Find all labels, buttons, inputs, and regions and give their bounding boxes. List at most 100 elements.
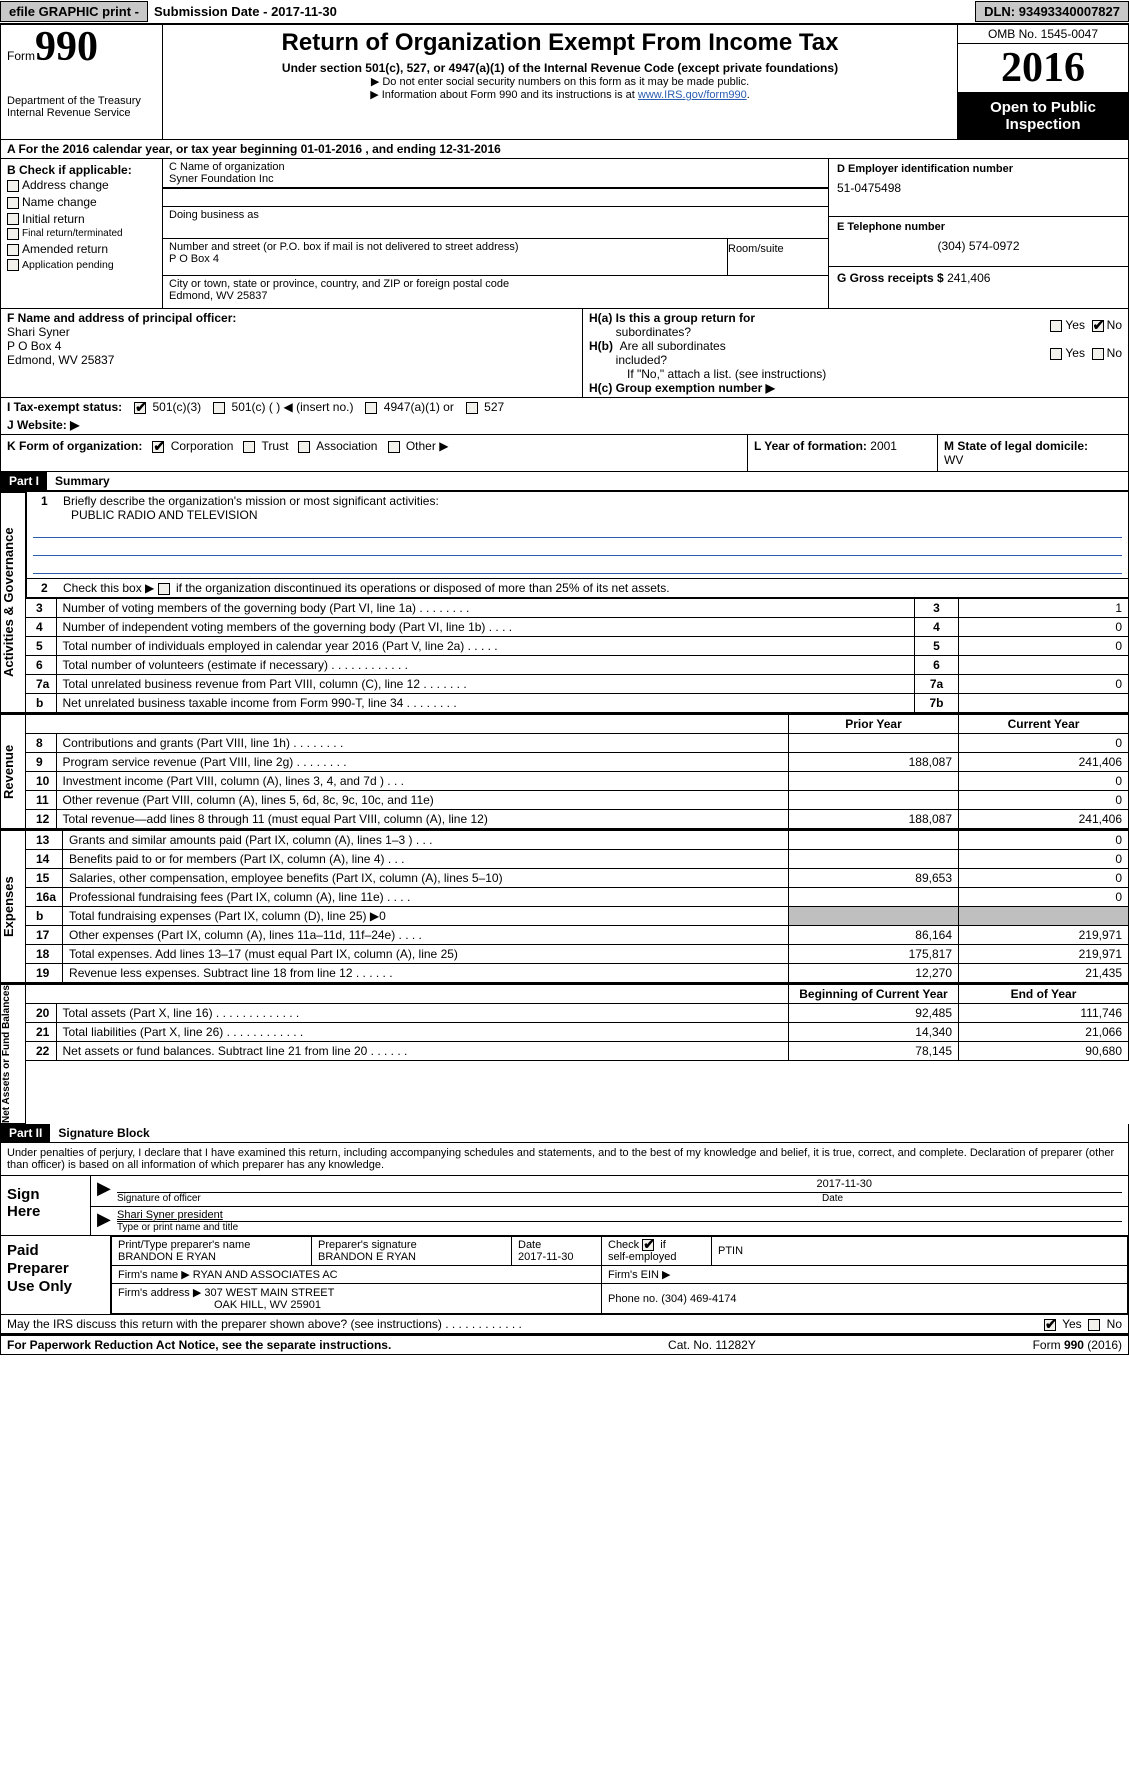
side-label-governance: Activities & Governance (0, 492, 26, 713)
table-row: bTotal fundraising expenses (Part IX, co… (26, 907, 1129, 926)
telephone: (304) 574-0972 (837, 233, 1120, 253)
ein: 51-0475498 (837, 175, 1120, 195)
form-title: Return of Organization Exempt From Incom… (173, 29, 947, 57)
side-label-expenses: Expenses (0, 830, 26, 983)
form-header: Form990 Department of the Treasury Inter… (0, 24, 1129, 140)
col-d-right: D Employer identification number 51-0475… (828, 159, 1128, 308)
typed-name: Shari Syner president (117, 1209, 1122, 1221)
section-h: H(a) Is this a group return for subordin… (583, 309, 1128, 397)
sig-officer-label: Signature of officer (117, 1193, 822, 1204)
cb-address-change[interactable]: Address change (7, 177, 156, 194)
sign-here-label: SignHere (1, 1176, 91, 1235)
col-c-org-info: C Name of organization Syner Foundation … (163, 159, 828, 308)
form-label: Form (7, 49, 35, 63)
table-row: 15Salaries, other compensation, employee… (26, 869, 1129, 888)
efile-print-button[interactable]: efile GRAPHIC print - (0, 1, 148, 22)
table-row: bNet unrelated business taxable income f… (26, 694, 1129, 713)
ein-label: D Employer identification number (837, 163, 1120, 175)
table-row: 7aTotal unrelated business revenue from … (26, 675, 1129, 694)
cb-application-pending[interactable]: Application pending (7, 258, 156, 273)
table-row: 4Number of independent voting members of… (26, 618, 1129, 637)
arrow-icon: ▶ (91, 1207, 111, 1235)
cb-trust[interactable]: Trust (243, 439, 288, 453)
open-to-public: Open to PublicInspection (958, 93, 1128, 139)
ha-yes[interactable]: Yes (1050, 318, 1085, 332)
line2: Check this box ▶ if the organization dis… (63, 581, 1122, 595)
ha-no[interactable]: No (1092, 318, 1122, 332)
hb-note: If "No," attach a list. (see instruction… (589, 367, 1122, 381)
cb-discontinued[interactable] (158, 583, 170, 595)
section-a-tax-year: A For the 2016 calendar year, or tax yea… (0, 140, 1129, 159)
form-of-org: K Form of organization: Corporation Trus… (1, 435, 748, 471)
revenue-table: Prior YearCurrent Year 8Contributions an… (26, 714, 1129, 829)
side-label-netassets: Net Assets or Fund Balances (0, 984, 26, 1124)
cat-no: Cat. No. 11282Y (391, 1338, 1032, 1352)
org-name: Syner Foundation Inc (169, 173, 822, 185)
state-domicile: M State of legal domicile:WV (938, 435, 1128, 471)
irs: Internal Revenue Service (7, 107, 156, 119)
row-i: I Tax-exempt status: 501(c)(3) 501(c) ( … (0, 398, 1129, 416)
discuss-row: May the IRS discuss this return with the… (1, 1314, 1128, 1333)
paid-preparer: PaidPreparerUse Only Print/Type preparer… (1, 1235, 1128, 1314)
row-j-website: J Website: ▶ (0, 416, 1129, 435)
paperwork-notice: For Paperwork Reduction Act Notice, see … (7, 1338, 391, 1352)
address: P O Box 4 (169, 253, 721, 265)
table-row: 9Program service revenue (Part VIII, lin… (26, 753, 1129, 772)
row-klm: K Form of organization: Corporation Trus… (0, 435, 1129, 472)
table-row: 12Total revenue—add lines 8 through 11 (… (26, 810, 1129, 829)
table-row: 8Contributions and grants (Part VIII, li… (26, 734, 1129, 753)
note-info: ▶ Information about Form 990 and its ins… (173, 88, 947, 101)
table-row: 21Total liabilities (Part X, line 26) . … (26, 1023, 1129, 1042)
summary-expenses: Expenses 13Grants and similar amounts pa… (0, 829, 1129, 983)
dept-treasury: Department of the Treasury (7, 95, 156, 107)
hb-yes[interactable]: Yes (1050, 346, 1085, 360)
discuss-no[interactable]: No (1088, 1317, 1122, 1331)
part-ii-header: Part II Signature Block (0, 1124, 1129, 1143)
cb-corporation[interactable]: Corporation (152, 439, 233, 453)
table-row: 10Investment income (Part VIII, column (… (26, 772, 1129, 791)
signature-block: Under penalties of perjury, I declare th… (0, 1143, 1129, 1334)
expenses-table: 13Grants and similar amounts paid (Part … (26, 830, 1129, 983)
cb-amended-return[interactable]: Amended return (7, 241, 156, 258)
cb-4947[interactable]: 4947(a)(1) or (365, 400, 453, 414)
cb-501c[interactable]: 501(c) ( ) ◀ (insert no.) (213, 400, 353, 414)
cb-501c3[interactable]: 501(c)(3) (134, 400, 201, 414)
cb-527[interactable]: 527 (466, 400, 504, 414)
table-row: 3Number of voting members of the governi… (26, 599, 1129, 618)
telephone-label: E Telephone number (837, 221, 1120, 233)
summary-governance: Activities & Governance 1Briefly describ… (0, 491, 1129, 713)
hb-no[interactable]: No (1092, 346, 1122, 360)
dba-label: Doing business as (169, 209, 822, 221)
omb-number: OMB No. 1545-0047 (958, 25, 1128, 44)
cb-self-employed[interactable] (642, 1239, 654, 1251)
dln: DLN: 93493340007827 (975, 1, 1129, 22)
table-row: 6Total number of volunteers (estimate if… (26, 656, 1129, 675)
declaration: Under penalties of perjury, I declare th… (1, 1143, 1128, 1176)
table-row: 20Total assets (Part X, line 16) . . . .… (26, 1004, 1129, 1023)
sign-here-row: SignHere ▶ 2017-11-30 Signature of offic… (1, 1176, 1128, 1235)
tax-year: 2016 (958, 44, 1128, 93)
form-number: 990 (35, 24, 98, 70)
hc: H(c) Group exemption number ▶ (589, 381, 1122, 395)
cb-name-change[interactable]: Name change (7, 194, 156, 211)
table-row: 5Total number of individuals employed in… (26, 637, 1129, 656)
cb-initial-return[interactable]: Initial return (7, 211, 156, 228)
section-bcd: B Check if applicable: Address change Na… (0, 159, 1129, 309)
table-row: 16aProfessional fundraising fees (Part I… (26, 888, 1129, 907)
typed-name-label: Type or print name and title (117, 1221, 1122, 1233)
col-b-label: B Check if applicable: (7, 163, 156, 177)
cb-association[interactable]: Association (298, 439, 377, 453)
sig-date: 2017-11-30 (117, 1178, 1122, 1192)
section-fh: F Name and address of principal officer:… (0, 309, 1129, 398)
cb-final-return[interactable]: Final return/terminated (7, 227, 156, 241)
city: Edmond, WV 25837 (169, 290, 822, 302)
discuss-yes[interactable]: Yes (1044, 1317, 1082, 1331)
cb-other[interactable]: Other ▶ (388, 439, 449, 453)
date-label: Date (822, 1193, 1122, 1204)
governance-table: 3Number of voting members of the governi… (26, 598, 1129, 713)
summary-netassets: Net Assets or Fund Balances Beginning of… (0, 983, 1129, 1124)
note-ssn: ▶ Do not enter social security numbers o… (173, 75, 947, 88)
irs-link[interactable]: www.IRS.gov/form990 (638, 89, 747, 101)
summary-revenue: Revenue Prior YearCurrent Year 8Contribu… (0, 713, 1129, 829)
mission: PUBLIC RADIO AND TELEVISION (33, 508, 1122, 522)
